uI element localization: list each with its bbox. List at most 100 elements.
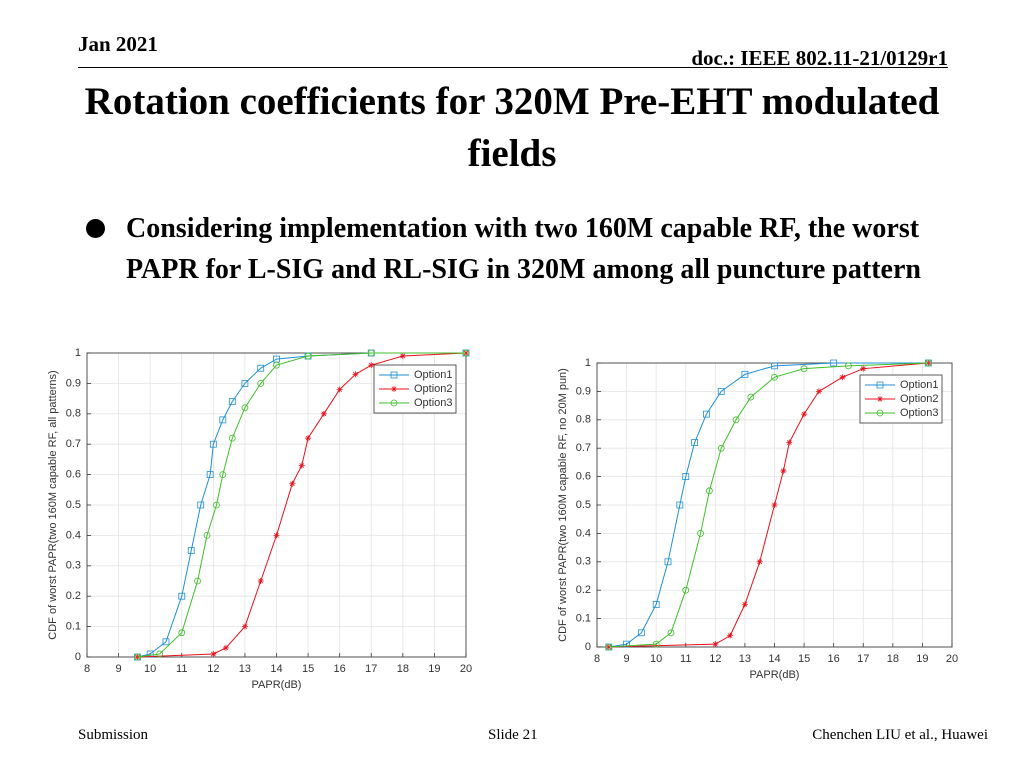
marker (390, 399, 398, 407)
marker (860, 365, 867, 372)
marker (756, 558, 763, 565)
y-tick-label: 0 (585, 641, 591, 653)
marker (134, 653, 141, 661)
marker (273, 532, 280, 539)
legend-label: Option1 (414, 369, 453, 381)
y-tick-label: 0.7 (66, 438, 81, 450)
x-tick-label: 16 (828, 653, 840, 665)
marker (697, 530, 704, 537)
marker (717, 444, 725, 452)
y-tick-label: 0 (75, 651, 81, 663)
x-tick-label: 9 (116, 663, 122, 675)
legend-label: Option3 (414, 397, 453, 409)
y-tick-label: 0.1 (576, 613, 591, 625)
x-tick-label: 18 (887, 653, 899, 665)
marker (336, 386, 343, 393)
marker (289, 480, 296, 487)
marker (257, 379, 265, 387)
marker (399, 353, 406, 360)
x-tick-label: 18 (397, 663, 409, 675)
marker (876, 409, 884, 417)
x-axis-label: PAPR(dB) (750, 669, 800, 681)
y-tick-label: 0.9 (66, 377, 81, 389)
marker (605, 643, 613, 651)
marker (682, 473, 690, 481)
y-tick-label: 0.1 (66, 621, 81, 633)
y-tick-label: 0.7 (576, 442, 591, 454)
marker (241, 623, 248, 630)
marker (390, 371, 398, 379)
marker (727, 632, 734, 639)
marker (747, 393, 755, 401)
x-tick-label: 13 (739, 653, 751, 665)
marker (209, 440, 217, 448)
marker (206, 471, 214, 479)
y-tick-label: 0.8 (66, 408, 81, 420)
legend-label: Option1 (900, 379, 939, 391)
x-tick-label: 17 (857, 653, 869, 665)
series-line (608, 362, 929, 648)
y-tick-label: 1 (585, 357, 591, 369)
legend: Option1 Option2 Option3 (859, 374, 943, 424)
marker (682, 586, 690, 594)
x-tick-label: 12 (207, 663, 219, 675)
x-tick-label: 14 (270, 663, 282, 675)
y-tick-label: 0.9 (576, 385, 591, 397)
marker (637, 629, 645, 637)
marker (228, 398, 236, 406)
bullet-text: Considering implementation with two 160M… (126, 213, 921, 285)
marker (219, 471, 227, 479)
x-tick-label: 11 (176, 663, 187, 675)
x-tick-label: 15 (798, 653, 810, 665)
marker (156, 650, 164, 658)
marker (462, 349, 470, 357)
x-tick-label: 19 (428, 663, 440, 675)
marker (800, 365, 808, 373)
marker (298, 462, 305, 469)
marker (667, 629, 675, 637)
marker (786, 439, 793, 446)
marker (257, 364, 265, 372)
y-tick-label: 0.8 (576, 414, 591, 426)
plot: 8 9 10 11 12 13 14 15 16 17 18 19 20 0 0.1 0.2 0.3 0.4 0.5… (47, 347, 472, 691)
marker (187, 547, 195, 554)
series-line (137, 352, 466, 658)
x-tick-label: 16 (334, 663, 346, 675)
marker (845, 362, 852, 370)
x-tick-label: 20 (460, 663, 472, 675)
marker (771, 362, 778, 370)
header-rule (78, 67, 948, 68)
marker (741, 370, 749, 378)
marker (771, 373, 778, 381)
y-axis-label: CDF of worst PAPR(two 160M capable RF, n… (557, 368, 569, 642)
marker (780, 467, 787, 474)
footer-left: Submission (78, 727, 149, 743)
slide-title: Rotation coefficients for 320M Pre-EHT m… (84, 80, 940, 175)
marker (712, 641, 719, 648)
marker (703, 410, 710, 418)
marker (391, 386, 397, 392)
marker (771, 502, 778, 508)
y-tick-label: 0.5 (576, 499, 591, 511)
marker (241, 379, 249, 387)
marker (605, 644, 612, 650)
y-tick-label: 0.6 (576, 471, 591, 483)
marker (305, 435, 312, 442)
legend-label: Option2 (900, 393, 939, 405)
marker (222, 644, 229, 651)
series-line (137, 352, 466, 658)
date: Jan 2021 (78, 32, 158, 56)
plot: 8 9 10 11 12 13 14 15 16 17 18 19 20 0 0.1 0.2 0.3 0.4 0.5… (557, 357, 958, 681)
marker (219, 416, 227, 424)
marker (367, 349, 375, 357)
x-tick-label: 10 (650, 653, 662, 665)
marker (241, 404, 249, 412)
marker (352, 371, 359, 378)
legend-label: Option2 (414, 383, 453, 395)
x-tick-label: 12 (709, 653, 721, 665)
x-tick-label: 13 (239, 663, 251, 675)
marker (134, 654, 141, 660)
x-tick-label: 17 (365, 663, 377, 675)
x-tick-label: 11 (680, 653, 691, 665)
